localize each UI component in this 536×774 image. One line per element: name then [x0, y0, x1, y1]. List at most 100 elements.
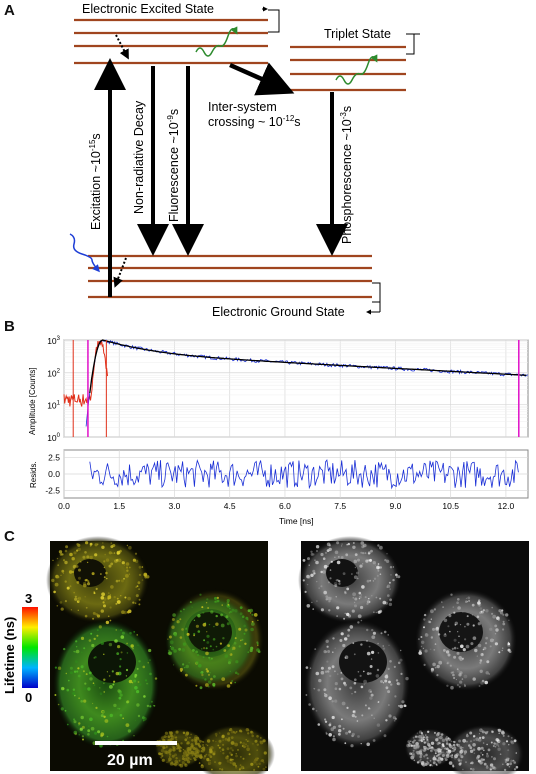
intensity-speck	[490, 741, 493, 744]
intensity-speck	[515, 765, 519, 769]
intensity-speck	[455, 678, 457, 681]
flim-speck	[178, 621, 180, 623]
intensity-speck	[327, 666, 331, 670]
intensity-speck	[493, 766, 497, 770]
intensity-speck	[331, 715, 335, 720]
flim-speck	[73, 591, 75, 594]
intensity-speck	[351, 693, 353, 695]
intensity-speck	[371, 635, 376, 639]
flim-speck	[229, 653, 233, 656]
intensity-speck	[372, 739, 376, 742]
intensity-speck	[435, 627, 439, 631]
flim-speck	[74, 595, 77, 598]
intensity-speck	[458, 641, 460, 644]
flim-speck	[206, 757, 210, 762]
intensity-speck	[393, 665, 396, 668]
intensity-speck	[354, 597, 358, 601]
intensity-speck	[344, 612, 347, 615]
flim-speck	[180, 670, 182, 672]
flim-speck	[132, 647, 134, 650]
intensity-speck	[483, 646, 487, 650]
flim-speck	[94, 553, 98, 557]
intensity-speck	[425, 740, 430, 744]
flim-speck	[93, 637, 96, 641]
flim-speck	[205, 602, 208, 604]
flim-speck	[106, 577, 108, 580]
flim-speck	[178, 647, 182, 651]
intensity-speck	[458, 762, 462, 766]
intensity-speck	[450, 740, 453, 743]
intensity-speck	[458, 759, 461, 762]
intensity-speck	[334, 687, 338, 690]
flim-speck	[179, 610, 182, 613]
flim-speck	[206, 641, 210, 644]
triplet-bracket	[406, 33, 415, 55]
flim-speck	[195, 624, 199, 628]
intensity-speck	[344, 683, 347, 687]
intensity-speck	[420, 762, 424, 766]
flim-speck	[128, 573, 131, 575]
intensity-speck	[473, 752, 476, 755]
intensity-speck	[340, 672, 343, 674]
flim-speck	[57, 703, 60, 706]
intensity-speck	[336, 673, 339, 675]
flim-speck	[104, 553, 106, 556]
intensity-speck	[425, 736, 429, 739]
intensity-speck	[437, 758, 440, 762]
colorbar-title: Lifetime (ns)	[2, 617, 17, 694]
flim-speck	[218, 746, 221, 749]
intensity-speck	[457, 598, 460, 601]
flim-speck	[175, 757, 178, 760]
flim-speck	[235, 754, 238, 758]
flim-speck	[191, 745, 194, 748]
intensity-speck	[388, 581, 391, 584]
flim-speck	[201, 606, 204, 609]
flim-speck	[202, 743, 205, 747]
flim-speck	[190, 733, 192, 736]
intensity-speck	[452, 743, 456, 747]
flim-speck	[184, 666, 186, 669]
flim-speck	[164, 731, 168, 735]
flim-speck	[169, 762, 173, 766]
intensity-speck	[422, 647, 424, 649]
intensity-speck	[436, 664, 440, 669]
intensity-speck	[369, 665, 373, 668]
flim-speck	[84, 614, 88, 618]
intensity-speck	[450, 593, 453, 596]
panel-label-b: B	[4, 318, 15, 335]
intensity-speck	[451, 671, 455, 674]
flim-speck	[190, 758, 192, 760]
flim-speck	[221, 734, 225, 738]
intensity-speck	[480, 653, 484, 657]
flim-speck	[138, 603, 141, 606]
flim-speck	[80, 636, 85, 640]
flim-speck	[243, 745, 246, 749]
flim-speck	[59, 601, 63, 604]
intensity-speck	[464, 638, 467, 641]
flim-speck	[222, 743, 225, 746]
intensity-speck	[491, 730, 494, 734]
intensity-speck	[326, 660, 329, 663]
flim-speck	[229, 762, 231, 764]
intensity-speck	[478, 599, 481, 602]
excitation-label: Excitation ~10-15s	[88, 133, 103, 230]
flim-speck	[237, 672, 240, 676]
flim-speck	[71, 557, 75, 561]
flim-speck	[194, 750, 199, 754]
intensity-speck	[422, 738, 424, 740]
intensity-speck	[344, 657, 346, 659]
flim-speck	[199, 686, 203, 690]
flim-speck	[202, 756, 206, 760]
flim-speck	[200, 764, 204, 767]
isc-label-line2: crossing ~ 10-12s	[208, 114, 301, 129]
intensity-speck	[484, 731, 488, 735]
flim-speck	[194, 742, 198, 746]
intensity-speck	[354, 715, 357, 718]
flim-speck	[246, 747, 250, 751]
flim-speck	[235, 766, 238, 769]
flim-speck	[82, 670, 85, 673]
flim-speck	[104, 719, 109, 723]
heat-wave-excited-icon	[195, 26, 238, 57]
intensity-speck	[414, 735, 418, 738]
flim-speck	[212, 739, 215, 742]
